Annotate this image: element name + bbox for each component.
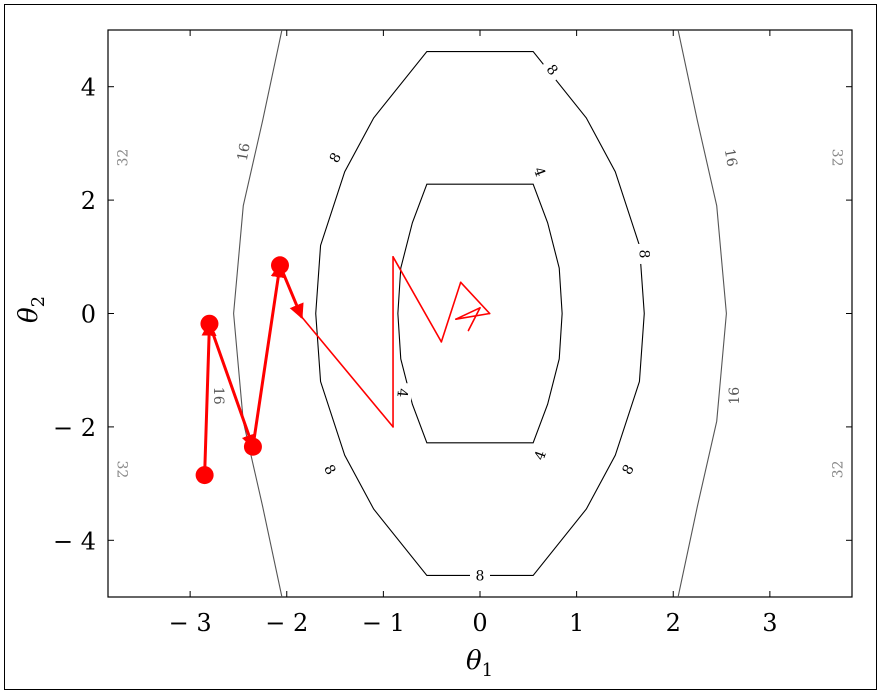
axis-ticks: − 3 − 2 − 1 0 1 2 3 − 4 − 2 0 2 4 [53,30,852,637]
contour-label: 8 [635,250,651,259]
plot-border [107,29,853,598]
axis-labels: θ1 θ2 [14,296,493,681]
contour-label-bg [232,140,254,164]
contour-lines [233,29,727,598]
x-tick-label: 0 [472,609,487,637]
x-tick-label: − 1 [362,609,405,637]
contour-label-bg [615,456,641,483]
y-tick-label: − 2 [53,414,96,442]
contour-label-bg [322,144,348,171]
x-tick-label: − 3 [169,609,212,637]
contour-label-bg [725,385,744,406]
contour-label: 16 [721,148,740,168]
contour-label-group: 8 [539,56,566,84]
contour-label-group: 8 [470,566,490,585]
series-point [200,314,219,333]
contour-label-group: 32 [828,459,847,480]
contour-label: 8 [476,568,485,584]
x-tick-label: − 2 [265,609,308,637]
contour-label-group: 4 [392,382,413,404]
plot-area [107,29,853,598]
contour-label-group: 32 [828,147,847,168]
contour-8 [315,50,645,577]
series-segment [459,281,491,315]
contour-label-bg [528,159,552,185]
contour-label-group: 16 [725,385,744,406]
series-segment [440,281,462,343]
x-tick-label: 3 [762,609,777,637]
contour-label-group: 8 [635,243,654,264]
contour-label-bg [470,566,490,585]
y-tick-label: − 4 [53,527,96,555]
series-segment [455,312,491,320]
contour-label: 32 [113,461,129,479]
series-segment [201,320,217,477]
series-segment [251,262,286,449]
series-segment [455,307,481,320]
x-axis-label: θ1 [466,646,493,681]
contour-label-bg [539,56,566,84]
series-segment [392,256,443,343]
y-tick-label: 2 [81,187,96,215]
contour-label-bg [720,146,742,169]
contour-label-group: 4 [528,442,552,468]
contour-label-group: 16 [720,146,742,169]
series-point [270,256,289,275]
series-segment [467,307,481,332]
contour-label-bg [392,382,413,404]
contour-label: 32 [829,149,845,167]
series-point [195,466,214,485]
contour-label: 16 [727,387,743,405]
series-segment [207,322,257,450]
contour-label-group: 4 [528,159,552,185]
figure-frame: 4 4 4 8 8 8 8 8 8 16 16 16 16 32 32 32 32 − 3− 2− 1 0 1 2 3−… [4,4,877,690]
contour-label: 32 [831,461,847,479]
contour-label: 4 [393,388,410,398]
x-tick-label: 2 [666,609,681,637]
contour-label-bg [828,459,847,480]
contour-label-bg [113,147,132,168]
contour-label-bg [317,456,344,483]
contour-label-group: 16 [232,140,254,164]
contour-label-group: 32 [113,459,132,480]
contour-label-group: 8 [317,456,344,483]
contour-labels: 4 4 4 8 8 8 8 8 8 16 16 16 16 32 32 32 32 [113,56,847,585]
contour-label: 32 [115,149,131,167]
contour-label-group: 32 [113,147,132,168]
x-tick-label: 1 [569,609,584,637]
series-lines [195,256,491,485]
contour-label-bg [635,243,654,264]
contour-label-group: 16 [210,385,229,406]
contour-label-group: 8 [322,144,348,171]
contour-label: 16 [210,387,226,405]
y-tick-label: 4 [81,74,96,102]
contour-16 [233,29,283,598]
contour-label-group: 8 [615,456,641,483]
contour-16-right [677,29,727,598]
contour-4 [397,183,563,444]
series-segment [278,263,304,320]
contour-label-bg [113,459,132,480]
contour-label-bg [210,385,229,406]
y-tick-label: 0 [81,301,96,329]
contour-label-bg [828,147,847,168]
series-point [243,437,262,456]
contour-label: 16 [235,142,254,162]
y-axis-label: θ2 [14,296,49,323]
series-segment [300,315,394,428]
contour-label-bg [528,442,552,468]
